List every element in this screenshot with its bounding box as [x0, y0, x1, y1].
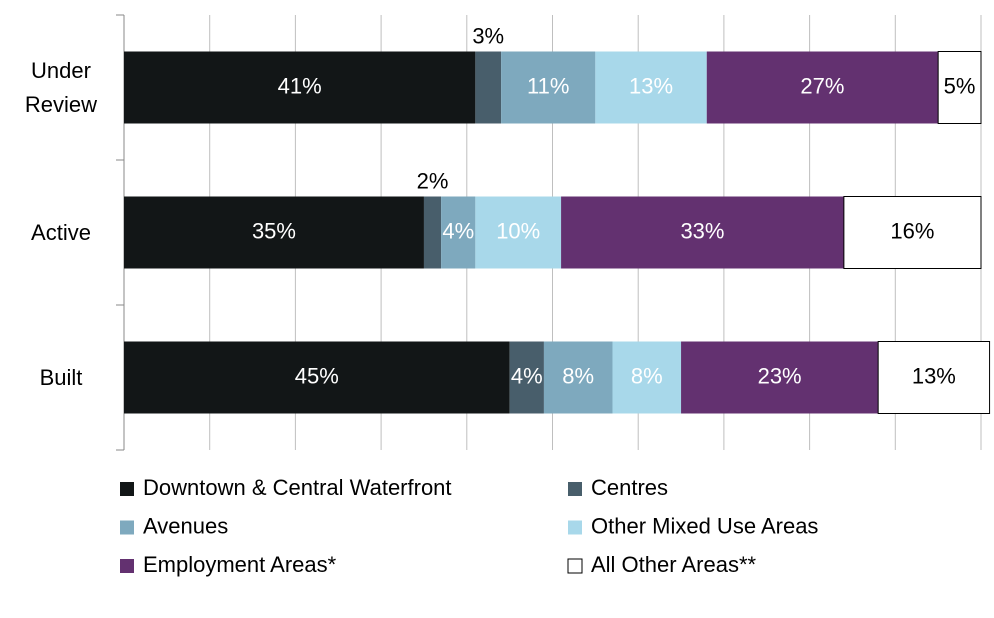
bar-segment — [423, 196, 442, 269]
legend-label: Employment Areas* — [143, 552, 337, 577]
legend-swatch — [120, 520, 134, 535]
legend-swatch — [568, 520, 582, 535]
bar-segment — [612, 341, 682, 414]
category-label: Under Review — [24, 57, 98, 117]
data-label: 16% — [890, 218, 934, 243]
data-label: 35% — [252, 218, 296, 243]
bar-segment — [124, 51, 476, 124]
legend-label: Downtown & Central Waterfront — [143, 475, 452, 500]
bar-segment — [877, 341, 991, 414]
data-label: 8% — [631, 363, 663, 388]
bar-segment — [475, 196, 562, 269]
bar-segment — [475, 51, 502, 124]
bar-segment — [937, 51, 982, 124]
legend-swatch — [120, 482, 134, 496]
bar-segment — [543, 341, 613, 414]
legend-swatch — [567, 558, 583, 574]
legend-label: Centres — [591, 475, 668, 500]
bar-segment — [124, 341, 510, 414]
data-label: 45% — [295, 363, 339, 388]
data-label: 11% — [527, 73, 569, 98]
bar-segment — [509, 341, 544, 414]
category-label: Built — [39, 364, 83, 390]
bar-segment — [843, 196, 982, 269]
data-label: 4% — [511, 363, 543, 388]
bar-segment — [441, 196, 476, 269]
data-label: 4% — [442, 218, 474, 243]
data-label: 2% — [417, 168, 449, 193]
data-label: 33% — [680, 218, 724, 243]
bar-segment — [501, 51, 596, 124]
bar-segment — [561, 196, 844, 269]
bar-segment — [124, 196, 424, 269]
data-label: 5% — [944, 73, 976, 98]
data-label: 10% — [496, 218, 540, 243]
data-label: 41% — [278, 73, 322, 98]
legend-label: Avenues — [143, 513, 228, 538]
data-label: 13% — [912, 363, 956, 388]
legend-swatch — [120, 559, 134, 573]
data-label: 27% — [800, 73, 844, 98]
bar-segment — [595, 51, 707, 124]
legend-label: Other Mixed Use Areas — [591, 513, 818, 538]
bar-segment — [681, 341, 879, 414]
data-label: 23% — [758, 363, 802, 388]
legend-label: All Other Areas** — [591, 552, 757, 577]
legend-swatch — [568, 482, 582, 496]
category-label: Active — [31, 219, 91, 245]
bar-segment — [706, 51, 939, 124]
data-label: 3% — [472, 23, 504, 48]
data-label: 13% — [629, 73, 673, 98]
data-label: 8% — [562, 363, 594, 388]
